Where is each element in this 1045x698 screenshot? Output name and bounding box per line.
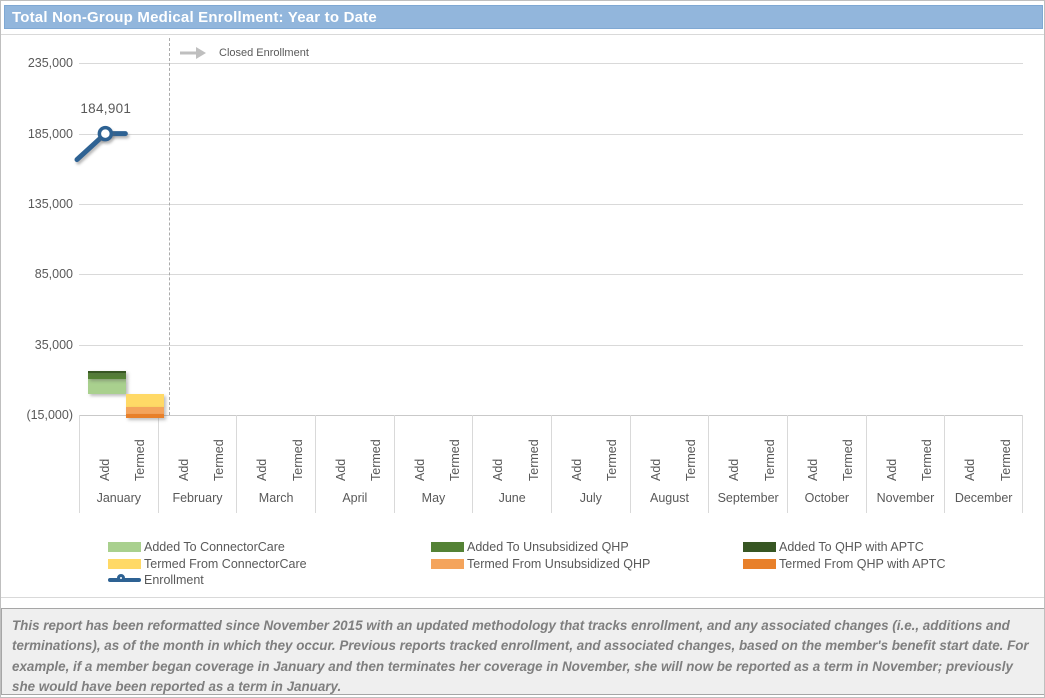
termed-axis-label: Termed	[526, 439, 541, 482]
legend-label: Enrollment	[144, 573, 204, 587]
termed-axis-label: Termed	[920, 439, 935, 482]
legend-item: Termed From ConnectorCare	[108, 557, 307, 571]
gridline	[79, 344, 1023, 346]
termed-axis-label: Termed	[290, 439, 305, 482]
legend-label: Added To QHP with APTC	[779, 540, 924, 554]
add-axis-label: Add	[97, 458, 112, 482]
termed-axis-label: Termed	[133, 439, 148, 482]
bar-segment	[125, 413, 164, 418]
legend-label: Termed From Unsubsidized QHP	[467, 556, 651, 571]
month-cell-october: Add Termed October	[787, 415, 866, 513]
gridline	[79, 133, 1023, 135]
month-label: October	[804, 490, 850, 505]
month-label: April	[342, 490, 368, 505]
month-label: December	[954, 490, 1013, 505]
legend-item: Termed From Unsubsidized QHP	[431, 557, 650, 571]
legend-label: Added To ConnectorCare	[144, 540, 285, 554]
termed-axis-label: Termed	[762, 439, 777, 482]
closed-enrollment-label: Closed Enrollment	[219, 47, 309, 59]
add-axis-label: Add	[884, 458, 899, 482]
legend-swatch	[431, 542, 464, 552]
month-cell-november: Add Termed November	[865, 415, 945, 513]
enrollment-line	[74, 125, 128, 163]
footer-note-text: This report has been reformatted since N…	[12, 618, 1029, 695]
legend-item: Added To QHP with APTC	[743, 540, 924, 554]
termed-axis-label: Termed	[684, 439, 699, 482]
bar-segment	[88, 373, 126, 379]
add-axis-label: Add	[963, 458, 978, 482]
month-label: May	[421, 490, 446, 505]
month-label: August	[650, 490, 689, 505]
legend-swatch	[743, 558, 776, 569]
gridline	[79, 63, 1023, 65]
y-axis-tick-label: 185,000	[27, 126, 73, 141]
add-axis-label: Add	[727, 458, 742, 482]
y-axis-tick-label: 35,000	[34, 337, 73, 352]
legend-item: Added To Unsubsidized QHP	[431, 540, 629, 554]
y-axis-tick-label: 235,000	[27, 56, 73, 71]
footer-note: This report has been reformatted since N…	[1, 608, 1044, 695]
month-cell-may: Add Termed May	[393, 415, 473, 513]
termed-axis-label: Termed	[369, 439, 384, 482]
month-cell-january: Add Termed January	[79, 415, 158, 513]
month-cell-july: Add Termed July	[551, 415, 630, 513]
month-cell-april: Add Termed April	[315, 415, 394, 513]
enrollment-line-swatch	[108, 573, 141, 587]
closed-enrollment-divider	[168, 38, 170, 416]
termed-axis-label: Termed	[212, 439, 227, 482]
y-axis-tick-label: 85,000	[34, 267, 73, 282]
add-axis-label: Add	[412, 458, 427, 482]
gridline	[79, 203, 1023, 205]
month-cell-june: Add Termed June	[472, 415, 551, 513]
legend-swatch	[431, 558, 464, 569]
page-title: Total Non-Group Medical Enrollment: Year…	[12, 8, 377, 26]
termed-axis-label: Termed	[448, 439, 463, 482]
enrollment-data-label: 184,901	[80, 100, 132, 116]
month-label: March	[258, 490, 294, 505]
month-cell-august: Add Termed August	[629, 415, 709, 513]
legend-item: Termed From QHP with APTC	[743, 557, 945, 571]
month-cell-december: Add Termed December	[944, 415, 1023, 513]
month-label: June	[498, 490, 526, 505]
month-cell-february: Add Termed February	[157, 415, 237, 513]
month-cell-september: Add Termed September	[708, 415, 787, 513]
title-bar: Total Non-Group Medical Enrollment: Year…	[4, 5, 1043, 29]
legend-swatch	[108, 558, 141, 569]
add-axis-label: Add	[255, 458, 270, 482]
add-axis-label: Add	[805, 458, 820, 482]
legend-swatch	[743, 542, 776, 552]
legend-label: Termed From QHP with APTC	[779, 556, 946, 571]
add-axis-label: Add	[569, 458, 584, 482]
month-label: September	[717, 490, 779, 505]
bar-segment	[125, 406, 164, 414]
termed-axis-label: Termed	[841, 439, 856, 482]
add-axis-label: Add	[491, 458, 506, 482]
y-axis-tick-label: (15,000)	[26, 408, 73, 423]
legend-item: Enrollment	[108, 573, 204, 587]
y-axis-tick-label: 135,000	[27, 196, 73, 211]
closed-enrollment-annotation: Closed Enrollment	[179, 46, 309, 60]
add-axis-label: Add	[176, 458, 191, 482]
legend-label: Termed From ConnectorCare	[144, 556, 307, 571]
month-cell-march: Add Termed March	[236, 415, 315, 513]
bar-segment	[88, 371, 126, 374]
termed-axis-label: Termed	[605, 439, 620, 482]
month-label: November	[876, 490, 935, 505]
bar-segment	[125, 394, 164, 407]
add-axis-label: Add	[333, 458, 348, 482]
add-axis-label: Add	[648, 458, 663, 482]
month-label: July	[579, 490, 602, 505]
month-label: February	[172, 490, 223, 505]
arrow-right-icon	[180, 47, 206, 59]
enrollment-chart: 235,000 185,000 135,000 85,000 35,000 (15,000…	[1, 34, 1044, 598]
termed-axis-label: Termed	[998, 439, 1013, 482]
legend-label: Added To Unsubsidized QHP	[467, 540, 629, 554]
gridline	[79, 274, 1023, 276]
legend-item: Added To ConnectorCare	[108, 540, 285, 554]
month-label: January	[96, 490, 142, 505]
bar-segment	[88, 379, 126, 394]
legend-swatch	[108, 542, 141, 552]
